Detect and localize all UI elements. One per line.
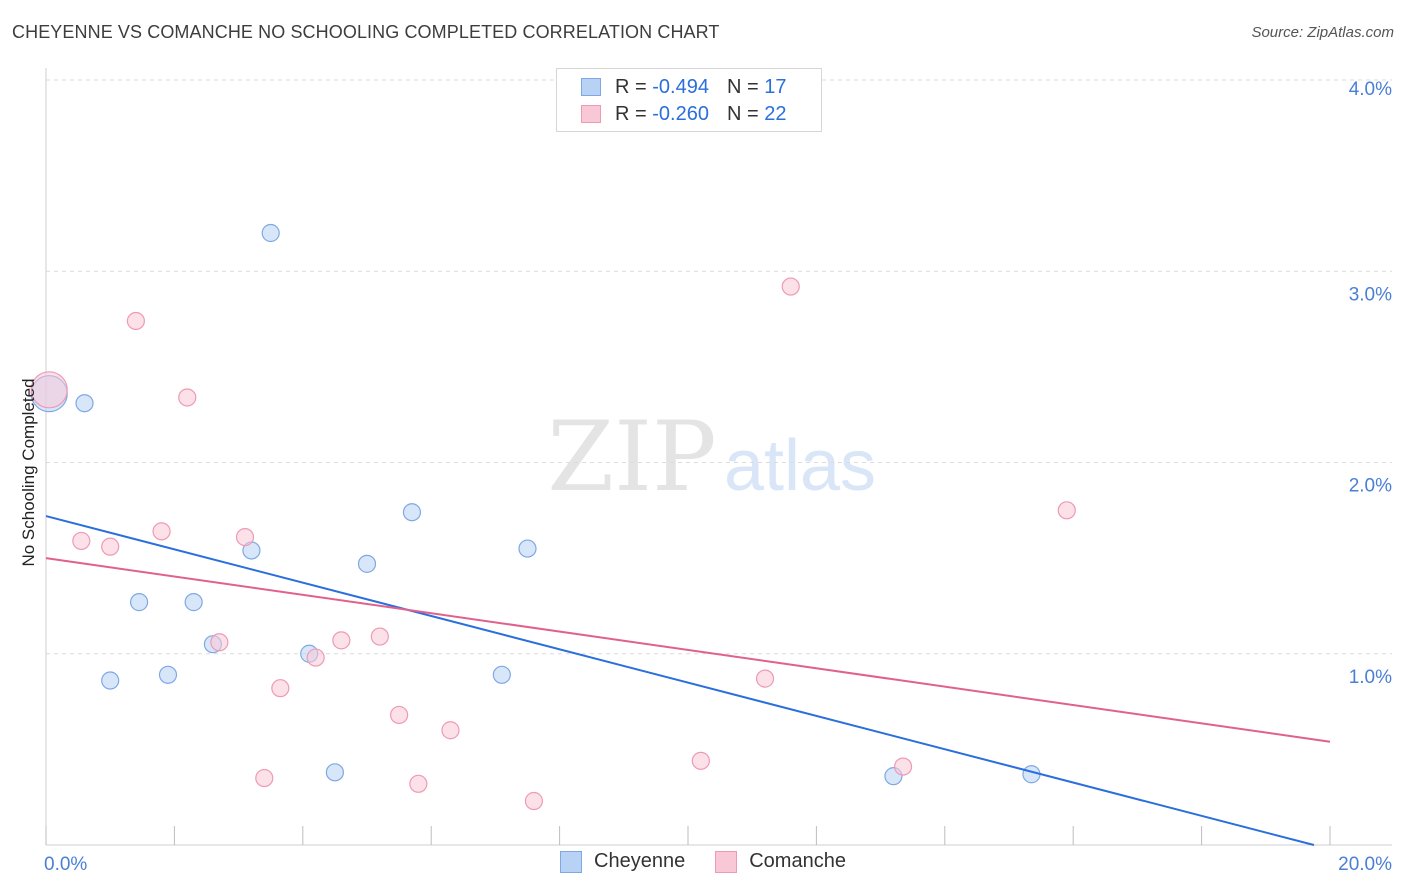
comanche-point: [126, 311, 145, 331]
comanche-point: [101, 537, 120, 556]
comanche-point: [441, 721, 460, 740]
watermark-atlas: atlas: [724, 426, 876, 506]
comanche-legend-swatch: [715, 850, 738, 873]
comanche-point: [255, 768, 274, 788]
comanche-point: [691, 751, 710, 770]
comanche-point: [781, 277, 800, 296]
comanche-trend-line: [45, 557, 1331, 743]
axes: [45, 68, 1392, 846]
legend-r-value: -0.260: [652, 102, 709, 125]
comanche-point: [409, 774, 428, 793]
legend-n-label: N =: [726, 102, 759, 125]
cheyenne-point: [75, 394, 94, 413]
comanche-point: [30, 371, 68, 409]
y-tick-label: 4.0%: [1349, 79, 1392, 100]
cheyenne-point: [261, 223, 280, 243]
cheyenne-point: [357, 554, 377, 573]
comanche-point: [332, 631, 351, 650]
legend-n-value: 17: [764, 75, 787, 98]
y-tick-label: 1.0%: [1349, 667, 1392, 688]
cheyenne-point: [184, 593, 203, 612]
cheyenne-point: [129, 593, 149, 612]
x-tick-label: 0.0%: [44, 854, 87, 875]
y-axis-label: No Schooling Completed: [19, 378, 38, 566]
cheyenne-point: [158, 665, 178, 684]
legend-r-value: -0.494: [652, 75, 709, 98]
comanche-point: [210, 633, 229, 652]
comanche-point: [893, 757, 913, 776]
cheyenne-point: [325, 763, 344, 782]
comanche-point: [178, 388, 197, 407]
legend-item-comanche: Comanche: [715, 850, 846, 873]
legend-n-label: N =: [726, 75, 759, 98]
comanche-point: [755, 669, 775, 688]
trend-lines: [45, 515, 1331, 846]
cheyenne-point: [402, 503, 422, 522]
legend-row-cheyenne: R = -0.494 N = 17: [581, 74, 786, 100]
data-points: [30, 223, 1076, 811]
comanche-point: [524, 791, 544, 811]
legend-label-cheyenne: Cheyenne: [594, 850, 686, 872]
cheyenne-trend-line: [45, 515, 1315, 846]
comanche-swatch: [581, 105, 601, 123]
comanche-point: [1057, 501, 1076, 520]
comanche-point: [271, 679, 290, 698]
comanche-point: [390, 705, 409, 725]
cheyenne-swatch: [581, 78, 601, 96]
cheyenne-legend-swatch: [560, 850, 583, 873]
comanche-point: [235, 527, 255, 547]
legend-row-comanche: R = -0.260 N = 22: [581, 101, 786, 127]
cheyenne-point: [492, 665, 511, 684]
chart-title: CHEYENNE VS COMANCHE NO SCHOOLING COMPLE…: [12, 22, 720, 42]
x-tick-label: 20.0%: [1338, 854, 1392, 875]
y-tick-label: 2.0%: [1349, 476, 1392, 497]
axis-labels: 1.0% 2.0% 3.0% 4.0% 0.0% 20.0% No Schooling Co…: [19, 79, 1392, 875]
watermark-zip: ZIP: [547, 401, 716, 513]
comanche-point: [72, 531, 91, 551]
legend-item-cheyenne: Cheyenne: [560, 850, 685, 873]
watermark: ZIP atlas: [547, 401, 876, 513]
series-legend: Cheyenne Comanche: [0, 850, 1406, 873]
comanche-point: [152, 522, 171, 541]
comanche-point: [370, 627, 389, 646]
cheyenne-point: [518, 539, 537, 558]
stats-legend: R = -0.494 N = 17 R = -0.260 N = 22: [556, 68, 822, 132]
y-tick-label: 3.0%: [1349, 284, 1392, 305]
legend-n-value: 22: [764, 102, 787, 125]
source-credit: Source: ZipAtlas.com: [1251, 24, 1394, 41]
comanche-point: [306, 648, 325, 667]
cheyenne-point: [101, 671, 120, 690]
legend-r-label: R =: [615, 102, 647, 125]
legend-r-label: R =: [615, 75, 647, 98]
legend-label-comanche: Comanche: [749, 850, 846, 872]
